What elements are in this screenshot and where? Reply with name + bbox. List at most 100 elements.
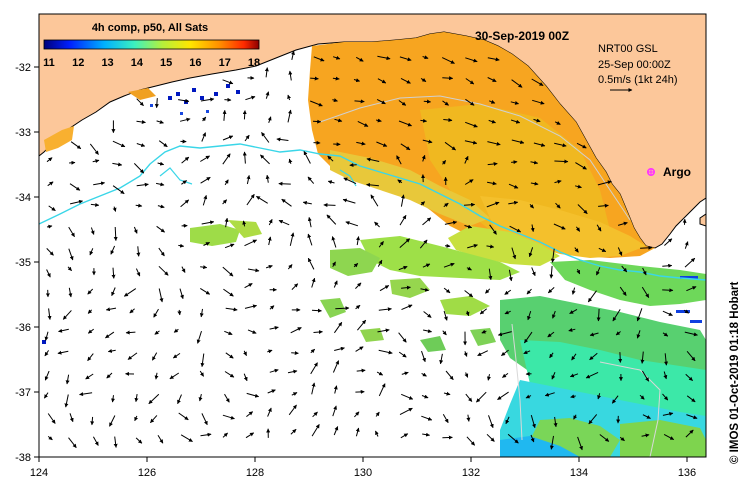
current-arrow <box>335 306 350 311</box>
current-arrow <box>310 76 319 81</box>
current-arrow <box>528 247 534 258</box>
current-arrow <box>173 328 179 333</box>
current-arrow <box>345 221 359 227</box>
current-arrow <box>571 287 576 295</box>
current-arrow <box>106 372 113 379</box>
current-arrow <box>551 310 556 319</box>
current-arrow <box>508 269 513 282</box>
current-arrow <box>148 393 160 405</box>
current-arrow <box>443 202 449 208</box>
current-arrow <box>662 263 673 268</box>
current-arrow <box>44 350 50 357</box>
current-arrow <box>222 432 228 438</box>
current-arrow <box>342 198 356 204</box>
current-arrow <box>487 141 501 146</box>
current-arrow <box>158 247 165 257</box>
current-arrow <box>261 132 270 143</box>
current-arrow <box>485 288 491 294</box>
x-tick-label: 126 <box>138 467 156 479</box>
current-arrow <box>443 118 453 123</box>
current-arrow <box>526 288 532 295</box>
current-arrow <box>396 155 402 165</box>
current-arrow <box>323 203 336 208</box>
current-arrow <box>334 118 343 123</box>
current-arrow <box>343 177 357 185</box>
current-arrow <box>331 236 337 248</box>
current-arrow <box>612 309 621 322</box>
current-arrow <box>401 304 413 311</box>
current-arrow <box>244 134 250 142</box>
current-arrow <box>113 226 118 241</box>
current-arrow <box>265 91 270 99</box>
current-arrow <box>423 311 432 318</box>
current-arrow <box>397 179 403 184</box>
current-arrow <box>488 268 493 281</box>
current-arrow <box>111 267 116 279</box>
current-arrow <box>224 330 233 336</box>
current-arrow <box>311 424 320 437</box>
current-arrow <box>356 368 366 373</box>
current-arrow <box>466 266 472 271</box>
current-arrow <box>533 142 546 147</box>
current-arrow <box>125 330 136 335</box>
current-arrow <box>242 110 247 120</box>
current-arrow <box>570 394 576 399</box>
current-arrow <box>574 247 579 253</box>
current-arrow <box>466 436 476 446</box>
current-arrow <box>303 150 311 164</box>
current-arrow <box>353 263 359 268</box>
current-arrow <box>684 257 696 268</box>
current-arrow <box>488 415 494 429</box>
current-arrow <box>302 200 312 205</box>
current-arrow <box>577 436 583 451</box>
current-arrow <box>531 78 544 87</box>
current-arrow <box>569 308 578 315</box>
current-arrow <box>504 289 512 295</box>
current-arrow <box>90 416 95 426</box>
current-arrow <box>87 353 94 362</box>
current-arrow <box>224 97 232 102</box>
current-arrow <box>422 55 429 60</box>
current-arrow <box>246 175 251 185</box>
current-arrow <box>588 414 598 425</box>
current-arrow <box>276 137 289 142</box>
current-arrow <box>222 109 227 121</box>
current-arrow <box>599 434 610 442</box>
product-time: 25-Sep 00:00Z <box>598 59 671 71</box>
current-arrow <box>333 280 338 288</box>
current-arrow <box>69 199 83 205</box>
current-arrow <box>400 194 405 207</box>
current-arrow <box>265 264 273 269</box>
current-arrow <box>615 331 621 336</box>
current-arrow <box>87 288 94 295</box>
current-arrow <box>313 56 325 62</box>
current-arrow <box>662 412 674 416</box>
current-arrow <box>464 224 473 229</box>
current-arrow <box>154 372 159 380</box>
current-arrow <box>331 261 336 267</box>
current-arrow <box>356 236 360 246</box>
current-arrow <box>549 352 554 359</box>
current-arrow <box>332 98 338 103</box>
current-arrow <box>281 198 292 207</box>
current-arrow <box>376 141 388 147</box>
current-arrow <box>663 371 668 380</box>
current-arrow <box>196 330 202 344</box>
current-arrow <box>617 247 623 256</box>
current-arrow <box>260 154 270 165</box>
current-arrow <box>110 245 116 255</box>
current-arrow <box>112 140 126 148</box>
current-arrow <box>509 225 522 233</box>
current-arrow <box>333 426 339 436</box>
current-arrow <box>533 118 541 123</box>
current-arrow <box>269 368 279 373</box>
current-arrow <box>135 268 141 277</box>
current-arrow <box>278 219 290 226</box>
vector-scale-label: 0.5m/s (1kt 24h) <box>598 74 677 86</box>
x-tick-label: 136 <box>678 467 696 479</box>
current-arrow <box>291 283 299 290</box>
current-arrow <box>532 99 545 105</box>
current-arrow <box>445 370 454 381</box>
current-arrow <box>44 331 49 341</box>
current-arrow <box>46 157 53 163</box>
